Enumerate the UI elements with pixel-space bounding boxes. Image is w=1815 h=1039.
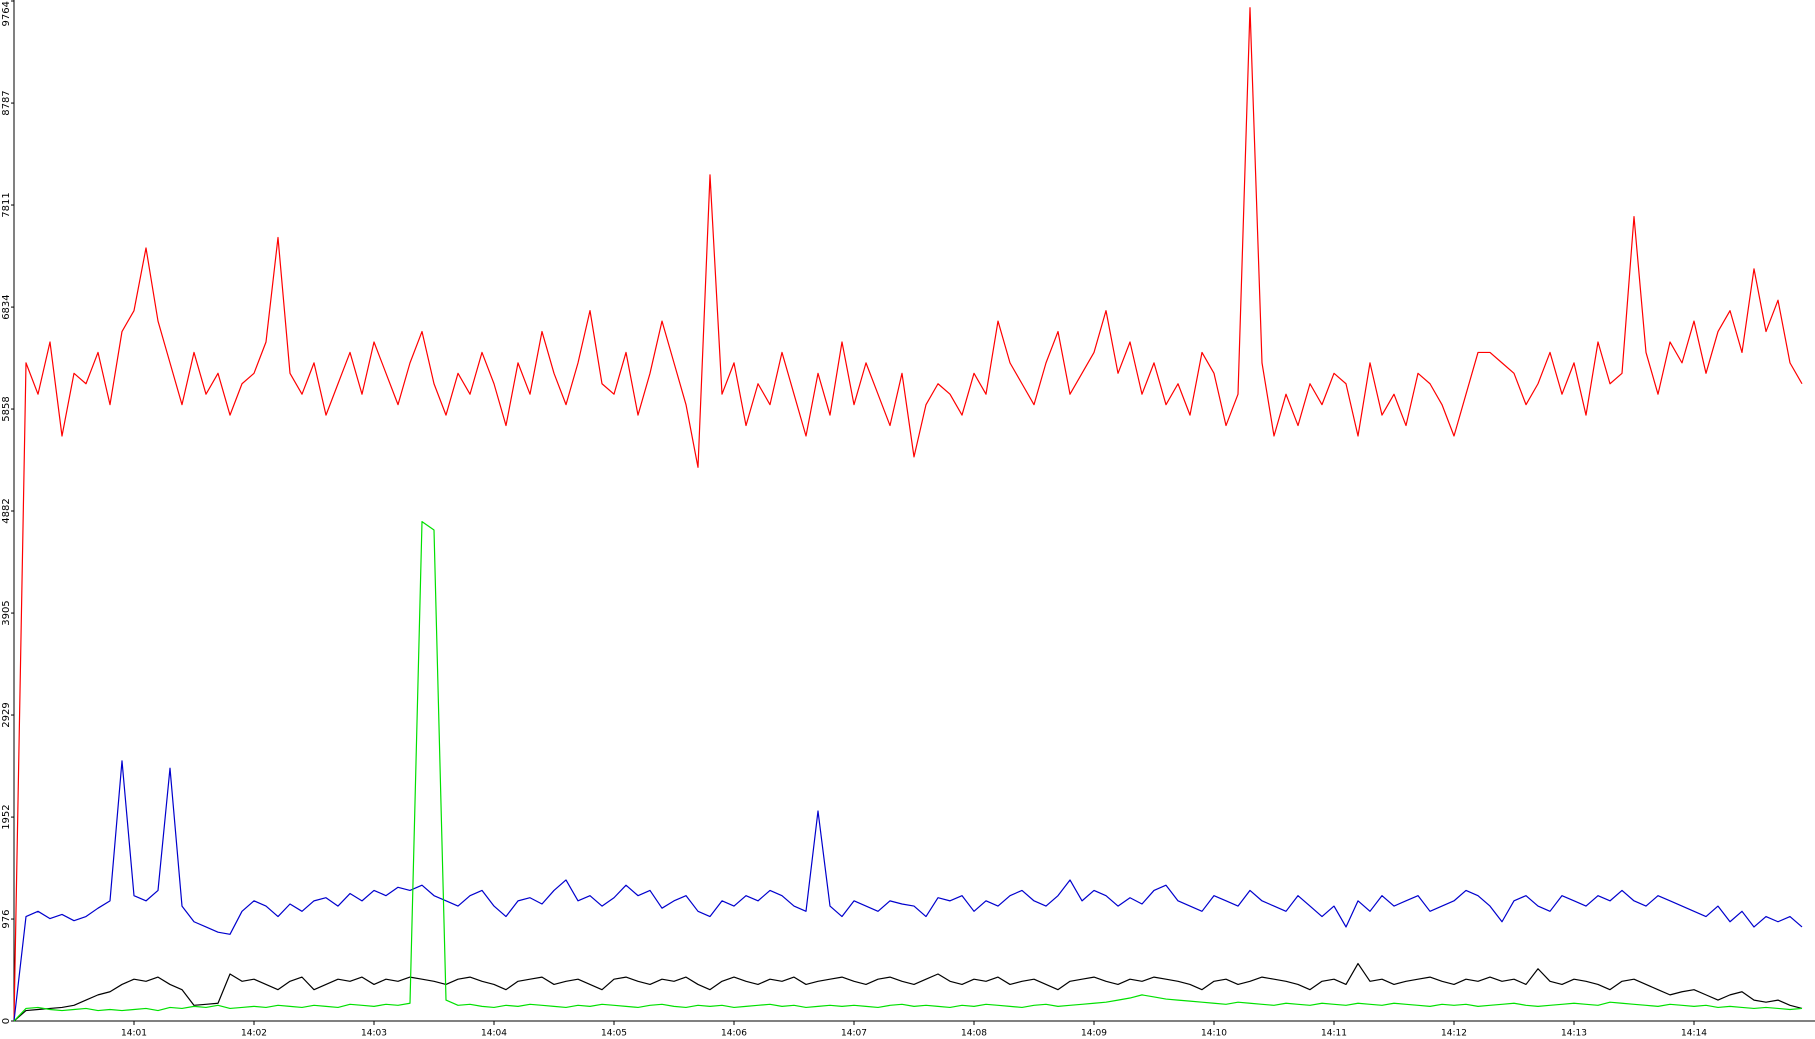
x-tick-label: 14:02 — [241, 1029, 267, 1039]
y-tick-label: 8787 — [1, 90, 12, 115]
y-tick-label: 5858 — [1, 396, 12, 421]
x-tick-label: 14:06 — [721, 1029, 747, 1039]
y-tick-label: 2929 — [1, 702, 12, 727]
y-tick-label: 7811 — [1, 192, 12, 217]
series-line — [13, 7, 1803, 1022]
series-line — [13, 760, 1803, 1022]
y-tick-label: 1952 — [1, 804, 12, 829]
x-tick-label: 14:03 — [361, 1029, 387, 1039]
x-tick-label: 14:13 — [1561, 1029, 1587, 1039]
y-tick-label: 0 — [1, 1018, 12, 1024]
x-tick-label: 14:07 — [841, 1029, 867, 1039]
y-tick-label: 976 — [1, 909, 12, 928]
x-tick-label: 14:08 — [961, 1029, 987, 1039]
y-tick-label: 4882 — [1, 498, 12, 523]
x-tick-label: 14:12 — [1441, 1029, 1467, 1039]
x-tick-label: 14:14 — [1681, 1029, 1707, 1039]
x-tick-label: 14:01 — [121, 1029, 147, 1039]
series-line — [13, 962, 1803, 1022]
x-tick-label: 14:04 — [481, 1029, 507, 1039]
x-tick-label: 14:11 — [1321, 1029, 1347, 1039]
y-tick-label: 3905 — [1, 600, 12, 625]
y-tick-label: 6834 — [1, 294, 12, 319]
x-tick-label: 14:10 — [1201, 1029, 1227, 1039]
x-tick-label: 14:09 — [1081, 1029, 1107, 1039]
y-tick-label: 9764 — [1, 1, 12, 26]
series-line — [13, 521, 1803, 1022]
x-tick-label: 14:05 — [601, 1029, 627, 1039]
